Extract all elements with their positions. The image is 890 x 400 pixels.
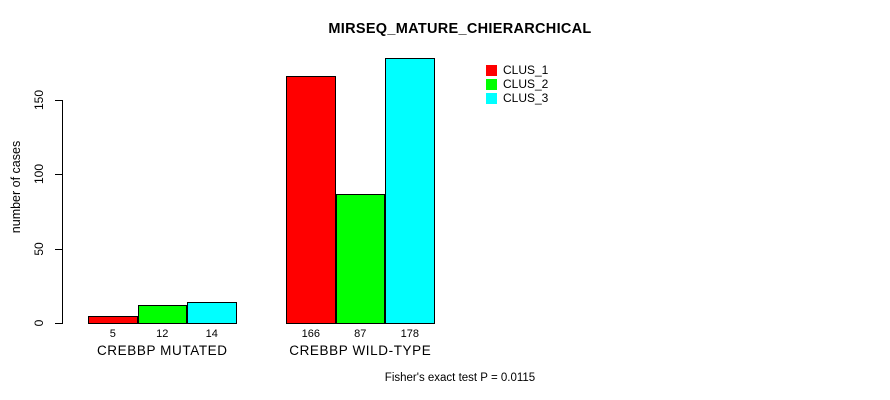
y-axis-tick-label: 100 — [32, 163, 46, 185]
legend-label: CLUS_1 — [503, 63, 549, 77]
bar-clus_2-crebbp-wild-type — [335, 193, 385, 324]
legend-item: CLUS_2 — [486, 77, 548, 91]
legend-swatch — [486, 78, 497, 90]
legend: CLUS_1 CLUS_2 CLUS_3 — [486, 63, 548, 105]
y-axis-tick — [55, 174, 62, 175]
bar-clus_3-crebbp-mutated — [187, 302, 237, 324]
bar-value-label: 5 — [109, 328, 116, 340]
category-label: CREBBP MUTATED — [96, 343, 228, 358]
bar-value-label: 12 — [156, 328, 169, 340]
y-axis-tick — [55, 323, 62, 324]
legend-label: CLUS_2 — [503, 77, 549, 91]
bar-clus_3-crebbp-wild-type — [385, 58, 435, 324]
y-axis-tick-label: 150 — [32, 89, 46, 111]
y-axis-line — [62, 100, 63, 324]
y-axis-tick — [55, 100, 62, 101]
bar-clus_1-crebbp-mutated — [88, 315, 138, 324]
bar-value-label: 166 — [301, 328, 320, 340]
bar-value-label: 87 — [354, 328, 367, 340]
y-axis-tick — [55, 249, 62, 250]
y-axis-tick-label: 50 — [32, 242, 46, 256]
legend-label: CLUS_3 — [503, 91, 549, 105]
chart-title: MIRSEQ_MATURE_CHIERARCHICAL — [328, 21, 592, 37]
fisher-test-annotation: Fisher's exact test P = 0.0115 — [384, 372, 536, 384]
category-label: CREBBP WILD-TYPE — [289, 343, 432, 358]
legend-item: CLUS_3 — [486, 91, 548, 105]
y-axis-tick-label: 0 — [32, 319, 46, 327]
bar-clus_1-crebbp-wild-type — [286, 76, 336, 324]
legend-item: CLUS_1 — [486, 63, 548, 77]
bar-value-label: 14 — [205, 328, 218, 340]
bar-value-label: 178 — [400, 328, 419, 340]
legend-swatch — [486, 64, 497, 76]
bar-clus_2-crebbp-mutated — [137, 305, 187, 324]
legend-swatch — [486, 92, 497, 104]
